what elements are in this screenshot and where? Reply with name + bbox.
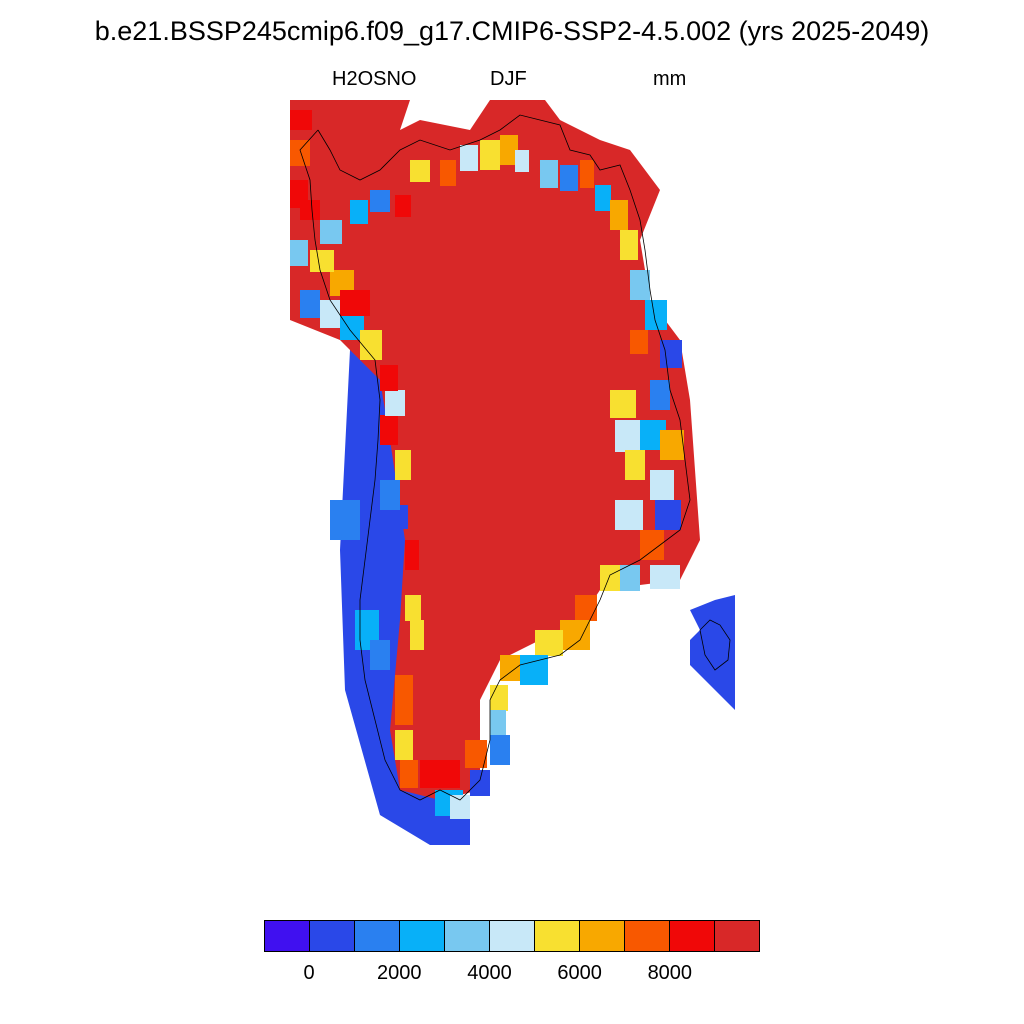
grid-cell: [540, 160, 558, 188]
units-label: mm: [653, 68, 687, 90]
grid-cell: [290, 110, 312, 130]
grid-cell: [560, 620, 590, 650]
grid-cell: [615, 500, 643, 530]
colorbar-swatch: [355, 921, 400, 951]
colorbar-swatch: [670, 921, 715, 951]
colorbar-tick-label: 0: [303, 962, 315, 984]
grid-cell: [600, 565, 622, 591]
colorbar-tick-label: 4000: [467, 962, 512, 984]
grid-cell: [360, 330, 382, 360]
grid-cell: [490, 685, 508, 711]
grid-cell: [420, 760, 460, 788]
variable-label: H2OSNO: [332, 68, 417, 90]
grid-cell: [300, 200, 320, 220]
colorbar-tick-label: 8000: [647, 962, 693, 984]
grid-cell: [340, 290, 370, 316]
map-title: b.e21.BSSP245cmip6.f09_g17.CMIP6-SSP2-4.…: [94, 16, 930, 46]
grid-cell: [450, 795, 470, 819]
grid-cell: [480, 140, 500, 170]
grid-cell: [620, 230, 638, 260]
grid-cell: [385, 390, 405, 416]
grid-cell: [575, 595, 597, 621]
grid-cell: [380, 365, 398, 391]
colorbar-swatch: [265, 921, 310, 951]
colorbar-swatch: [715, 921, 759, 951]
grid-cell: [610, 200, 628, 230]
colorbar-swatch: [310, 921, 355, 951]
coastline: [299, 114, 691, 801]
grid-cell: [350, 200, 368, 224]
colorbar-swatch: [490, 921, 535, 951]
grid-cell: [615, 420, 643, 452]
grid-cell: [500, 655, 522, 681]
east-island: [690, 595, 735, 710]
colorbar: [264, 920, 760, 952]
grid-cell: [630, 330, 648, 354]
grid-cell: [515, 150, 529, 172]
grid-cell: [500, 135, 518, 165]
grid-cell: [300, 290, 320, 318]
grid-cell: [395, 450, 411, 480]
grid-cell: [580, 160, 594, 188]
grid-cell: [465, 740, 487, 768]
grid-cell: [310, 250, 334, 272]
grid-cell: [410, 620, 424, 650]
colorbar-tick-label: 2000: [377, 962, 422, 984]
grid-cell: [405, 595, 421, 621]
grid-cell: [610, 390, 636, 418]
grid-cell: [660, 430, 684, 460]
grid-cell: [650, 470, 674, 500]
grid-cell: [490, 710, 506, 736]
grid-cells: [290, 100, 735, 845]
grid-cell: [380, 415, 398, 445]
grid-cell: [645, 300, 667, 330]
grid-cell: [595, 185, 611, 211]
colorbar-swatch: [535, 921, 580, 951]
grid-cell: [370, 190, 390, 212]
grid-cell: [650, 380, 670, 410]
colorbar-tick-label: 6000: [557, 962, 602, 984]
grid-cell: [520, 655, 548, 685]
grid-cell: [395, 195, 411, 217]
greenland-snow-map: [290, 100, 735, 845]
grid-cell: [630, 270, 650, 300]
colorbar-swatch: [445, 921, 490, 951]
grid-cell: [470, 770, 490, 796]
coastline-east-island: [699, 619, 731, 671]
grid-cell: [460, 145, 478, 171]
grid-cell: [320, 220, 342, 244]
grid-cell: [440, 160, 456, 186]
grid-cell: [560, 165, 578, 191]
grid-cell: [650, 565, 680, 589]
colorbar-swatch: [580, 921, 625, 951]
season-label: DJF: [490, 68, 527, 90]
grid-cell: [395, 675, 413, 725]
grid-cell: [620, 565, 640, 591]
grid-cell: [380, 480, 400, 510]
grid-cell: [400, 760, 418, 788]
grid-cell: [405, 540, 419, 570]
grid-cell: [290, 240, 308, 266]
grid-cell: [330, 500, 360, 540]
grid-cell: [625, 450, 645, 480]
colorbar-swatch: [400, 921, 445, 951]
grid-cell: [535, 630, 563, 656]
grid-cell: [370, 640, 390, 670]
colorbar-swatch: [625, 921, 670, 951]
grid-cell: [390, 505, 408, 529]
grid-cell: [490, 735, 510, 765]
grid-cell: [290, 140, 310, 166]
grid-cell: [320, 300, 342, 328]
grid-cell: [410, 160, 430, 182]
ice-sheet-interior: [290, 100, 700, 800]
grid-cell: [660, 340, 682, 368]
grid-cell: [395, 730, 413, 760]
grid-cell: [655, 500, 681, 530]
